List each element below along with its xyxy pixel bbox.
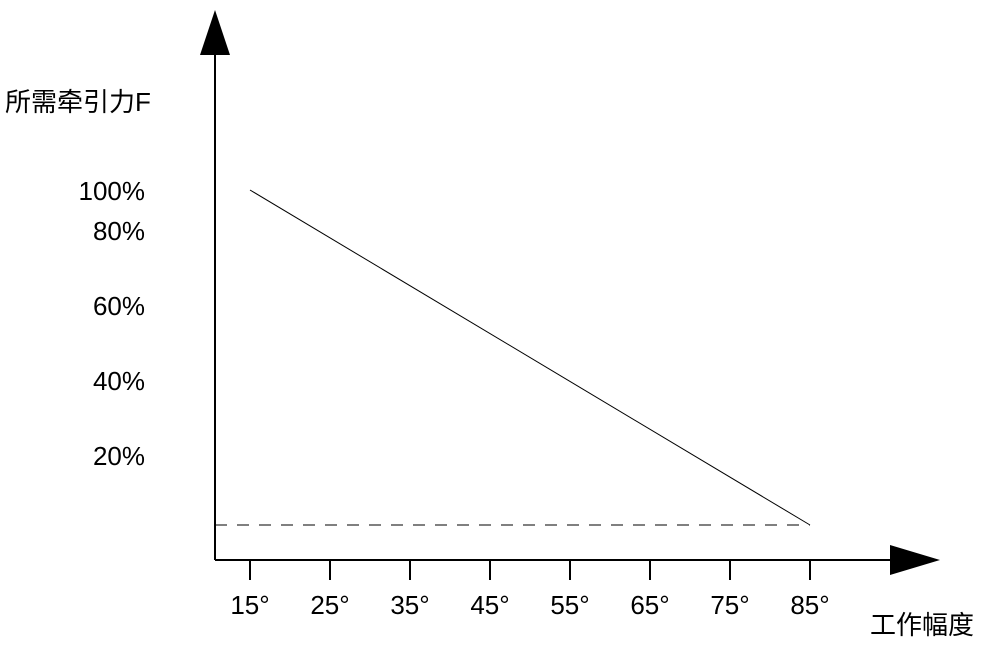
y-axis-arrow — [200, 10, 230, 55]
x-tick-35: 35° — [385, 590, 435, 621]
y-tick-100: 100% — [75, 176, 145, 207]
x-tick-85: 85° — [785, 590, 835, 621]
x-axis-arrow — [890, 545, 940, 575]
x-tick-55: 55° — [545, 590, 595, 621]
y-tick-20: 20% — [75, 441, 145, 472]
x-axis-label: 工作幅度 — [870, 605, 974, 642]
y-tick-60: 60% — [75, 291, 145, 322]
chart-container: 所需牵引力F 100% 80% 60% 40% 20% 15° 25° 35° … — [0, 0, 1000, 671]
y-tick-40: 40% — [75, 366, 145, 397]
y-tick-80: 80% — [75, 216, 145, 247]
x-tick-75: 75° — [705, 590, 755, 621]
y-axis-label: 所需牵引力F — [5, 82, 151, 119]
x-tick-25: 25° — [305, 590, 355, 621]
x-tick-45: 45° — [465, 590, 515, 621]
x-tick-15: 15° — [225, 590, 275, 621]
x-tick-65: 65° — [625, 590, 675, 621]
data-line — [250, 190, 810, 525]
